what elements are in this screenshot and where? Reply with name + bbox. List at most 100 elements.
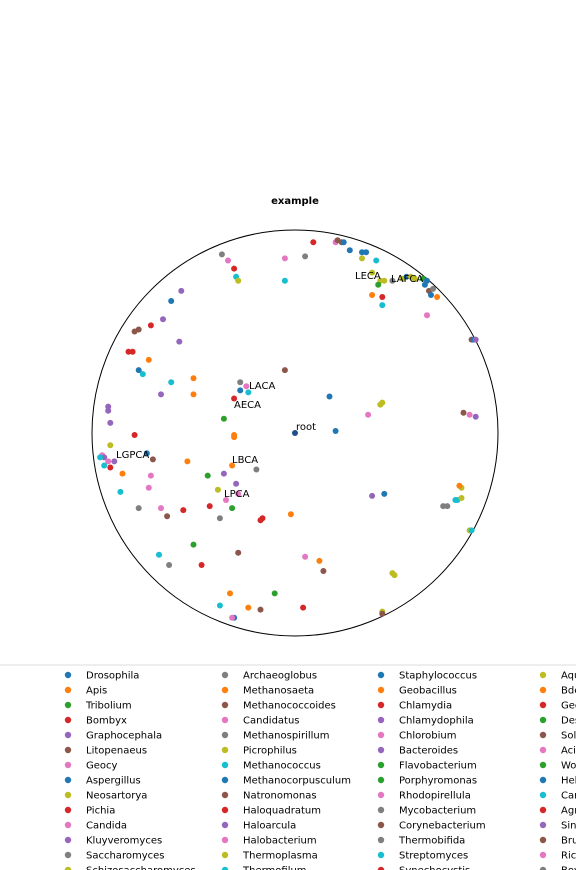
legend-marker [539, 791, 547, 799]
data-point [468, 527, 475, 534]
data-point [302, 253, 309, 260]
legend-label: Hel [561, 776, 576, 787]
data-point [379, 294, 386, 300]
node-label-root: root [296, 422, 316, 433]
data-point [375, 281, 382, 288]
data-point [111, 458, 118, 465]
legend: Drosophila Apis Tribolium Bombyx Graphocepha… [64, 671, 576, 870]
legend-marker [539, 716, 547, 724]
legend-label: Bru [561, 836, 576, 847]
data-point [117, 488, 124, 495]
data-point [300, 604, 307, 611]
node-label-lafca: LAFCA [391, 274, 423, 285]
data-point [237, 387, 244, 394]
legend-label: Neosartorya [86, 791, 147, 802]
data-point [158, 391, 164, 398]
data-point [235, 549, 242, 556]
legend-marker [64, 791, 72, 799]
legend-marker [539, 836, 547, 844]
data-point [466, 411, 473, 418]
data-point [379, 399, 386, 406]
data-point [149, 456, 156, 463]
data-point [220, 415, 227, 422]
data-point [231, 265, 238, 272]
legend-marker [64, 746, 72, 754]
data-point [359, 249, 365, 256]
data-point [156, 551, 162, 558]
legend-label: Sin [561, 821, 576, 832]
legend-label: Des [561, 716, 576, 727]
data-point [190, 541, 197, 548]
data-point [428, 292, 434, 298]
data-point [310, 239, 317, 246]
data-point [292, 430, 298, 436]
legend-label: Bde [561, 686, 576, 697]
data-point [180, 507, 187, 514]
data-point [440, 503, 447, 510]
legend-label: Corynebacterium [399, 821, 486, 832]
data-point [391, 572, 398, 579]
data-point [359, 255, 365, 262]
data-point [460, 409, 467, 416]
legend-marker [377, 821, 385, 829]
legend-marker [221, 866, 229, 870]
legend-marker [221, 806, 229, 814]
data-point [198, 562, 205, 568]
data-point [281, 255, 288, 262]
legend-marker [64, 821, 72, 829]
legend-label: Halobacterium [243, 836, 317, 847]
legend-marker [221, 716, 229, 724]
data-point [158, 505, 164, 512]
legend-marker [377, 836, 385, 844]
legend-marker [64, 806, 72, 814]
data-point [243, 383, 250, 390]
legend-label: Candida [86, 821, 127, 832]
data-point [373, 257, 380, 264]
data-point [119, 470, 126, 477]
legend-marker [221, 746, 229, 754]
data-point [135, 367, 142, 374]
legend-label: Schizosaccharomyces [86, 866, 196, 870]
legend-label: Tribolium [85, 701, 132, 712]
data-point [411, 275, 418, 282]
legend-label: Flavobacterium [399, 761, 477, 772]
legend-label: Apis [86, 686, 107, 697]
legend-marker [377, 806, 385, 814]
data-point [105, 458, 112, 465]
legend-marker [64, 731, 72, 739]
legend-marker [539, 806, 547, 814]
data-point [340, 239, 347, 246]
data-point [147, 472, 154, 479]
data-point [139, 371, 146, 378]
data-point [107, 464, 114, 471]
legend-marker [377, 716, 385, 724]
chart-title: example [271, 196, 319, 207]
legend-marker [539, 866, 547, 870]
legend-marker [221, 686, 229, 694]
legend-label: Aspergillus [86, 776, 141, 787]
data-point [229, 614, 236, 621]
data-point [168, 379, 175, 386]
data-point [430, 285, 436, 292]
data-point [145, 484, 152, 491]
legend-label: Geo [561, 701, 576, 712]
data-point [458, 495, 465, 501]
legend-marker [64, 671, 72, 679]
legend-label: Methanocorpusculum [243, 776, 351, 787]
legend-label: Litopenaeus [86, 746, 147, 757]
data-point [164, 513, 171, 520]
data-point [107, 442, 114, 449]
legend-marker [539, 761, 547, 769]
legend-marker [539, 851, 547, 859]
data-point [245, 604, 252, 611]
legend-label: Thermobifida [398, 836, 465, 847]
data-point [235, 490, 242, 497]
legend-marker [221, 731, 229, 739]
data-point [281, 367, 288, 374]
legend-marker [221, 761, 229, 769]
legend-label: Bov [561, 866, 576, 870]
legend-label: Staphylococcus [399, 671, 477, 682]
legend-marker [377, 671, 385, 679]
legend-marker [221, 671, 229, 679]
data-point [287, 511, 294, 518]
